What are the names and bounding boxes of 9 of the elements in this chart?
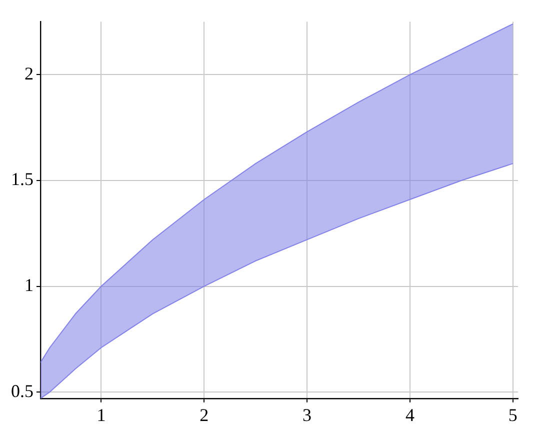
x-tick-label: 2	[200, 404, 209, 425]
y-tick-label: 1.5	[11, 169, 34, 190]
y-tick-label: 0.5	[11, 380, 34, 401]
x-tick-label: 1	[96, 404, 106, 425]
y-tick-label: 1	[24, 275, 34, 295]
y-tick-label: 2	[24, 63, 34, 84]
x-tick-label: 4	[405, 404, 414, 425]
x-tick-label: 5	[508, 404, 518, 425]
x-tick-label: 3	[302, 404, 312, 425]
